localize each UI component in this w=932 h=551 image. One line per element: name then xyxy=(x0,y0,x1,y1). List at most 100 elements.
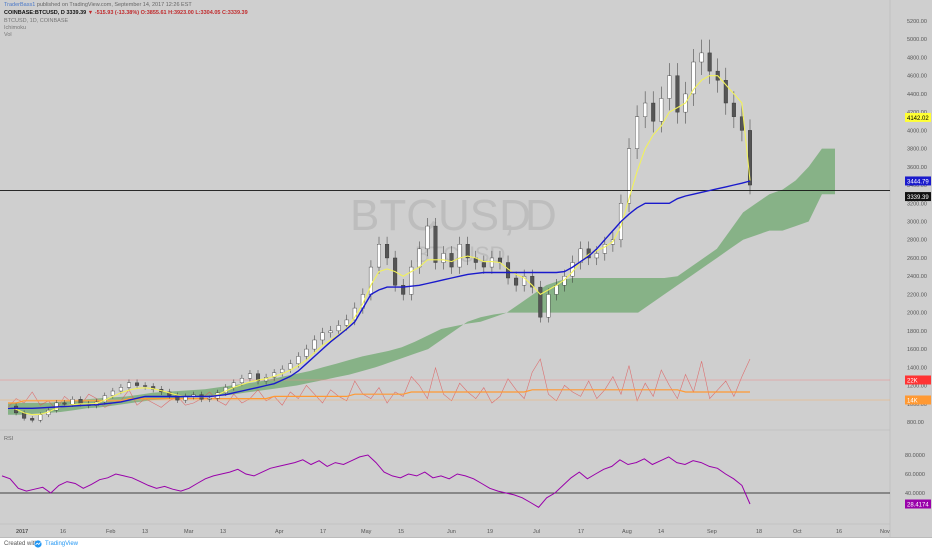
price-tick-label: 4000.00 xyxy=(907,128,927,134)
candle-body xyxy=(578,248,583,263)
candle-body xyxy=(594,253,599,259)
kijun-badge: 3444.79 xyxy=(907,179,929,185)
tradingview-brand[interactable]: TradingView xyxy=(45,541,79,547)
tenkan-badge-bg xyxy=(905,112,931,122)
price-tick-label: 1200.00 xyxy=(907,384,927,390)
time-tick-label: Jun xyxy=(447,529,456,535)
ichimoku-legend[interactable]: Ichimoku xyxy=(4,25,27,31)
price-tick-label: 1600.00 xyxy=(907,347,927,353)
volume-ma-badge-bg xyxy=(905,395,931,405)
candle-body xyxy=(465,244,470,259)
candle-body xyxy=(554,285,559,295)
rsi-legend[interactable]: RSI xyxy=(4,436,14,442)
candle-body xyxy=(522,275,527,286)
candle-body xyxy=(280,368,285,373)
close-badge-bg xyxy=(905,192,931,202)
candle-body xyxy=(417,248,422,268)
time-tick-label: Apr xyxy=(275,529,284,535)
candle-body xyxy=(30,418,35,421)
kijun-line xyxy=(8,180,751,409)
candle-body xyxy=(707,52,712,72)
volume-badge: 22K xyxy=(907,379,918,385)
rsi-badge-bg xyxy=(905,499,931,509)
low-value: L:3304.05 xyxy=(195,10,221,16)
candle-body xyxy=(62,402,67,405)
open-value: O:3855.61 xyxy=(140,10,167,16)
candle-body xyxy=(247,373,252,379)
rsi-badge: 28.4174 xyxy=(907,503,929,509)
time-tick-label: Feb xyxy=(106,529,115,535)
price-tick-label: 4800.00 xyxy=(907,55,927,61)
time-tick-label: 13 xyxy=(142,529,148,535)
price-badges: 4142.02 3444.79 3339.39 22K 14K 28.4174 xyxy=(905,112,931,509)
candle-body xyxy=(433,225,438,263)
candle-body xyxy=(489,257,494,268)
footer-bar: Created with TradingView xyxy=(0,537,932,551)
chart-canvas[interactable]: BTCUSD , D BTCUSD 5200.005000.004800.004… xyxy=(0,0,932,537)
candle-body xyxy=(256,373,261,382)
last-price: 3339.39 xyxy=(66,10,87,16)
candle-body xyxy=(481,262,486,268)
candle-body xyxy=(699,52,704,63)
time-tick-label: Sep xyxy=(707,529,717,535)
time-tick-label: Nov xyxy=(880,529,890,535)
candle-body xyxy=(635,116,640,149)
rsi-plot xyxy=(0,454,890,508)
ichimoku-cloud xyxy=(8,148,835,415)
volume-badge-bg xyxy=(905,375,931,385)
ohlc-line: COINBASE:BTCUSD, D 3339.39 ▼ -515.93 (-1… xyxy=(4,10,248,16)
candle-body xyxy=(546,294,551,318)
time-tick-label: Jul xyxy=(533,529,540,535)
candle-body xyxy=(514,277,519,286)
series-legend[interactable]: BTCUSD, 1D, COINBASE xyxy=(4,18,69,24)
price-tick-label: 5200.00 xyxy=(907,19,927,25)
candle-body xyxy=(691,61,696,95)
time-tick-label: 18 xyxy=(756,529,762,535)
candle-body xyxy=(530,275,535,288)
candle-body xyxy=(126,382,131,388)
rsi-line xyxy=(1,454,751,508)
candle-body xyxy=(457,244,462,268)
price-tick-label: 3600.00 xyxy=(907,165,927,171)
candle-body xyxy=(328,330,333,333)
price-tick-label: 1800.00 xyxy=(907,329,927,335)
candle-body xyxy=(70,399,75,405)
candle-body xyxy=(336,325,341,332)
candle-body xyxy=(272,372,277,378)
price-tick-label: 2400.00 xyxy=(907,274,927,280)
created-with-text: Created with xyxy=(4,541,38,547)
price-tick-label: 2200.00 xyxy=(907,292,927,298)
tradingview-logo-icon xyxy=(34,540,42,548)
volume-legend[interactable]: Vol xyxy=(4,32,12,38)
rsi-tick-label: 80.0000 xyxy=(905,453,925,459)
tenkan-badge: 4142.02 xyxy=(907,116,929,122)
candle-body xyxy=(401,285,406,295)
candle-body xyxy=(288,363,293,370)
price-tick-label: 1000.00 xyxy=(907,402,927,408)
rsi-axis-ticks: 80.0000 60.0000 40.0000 xyxy=(905,453,925,497)
volume-line xyxy=(7,358,751,411)
chart-background xyxy=(0,0,890,537)
candle-body xyxy=(659,98,664,122)
candle-body xyxy=(320,332,325,341)
candle-body xyxy=(538,286,543,318)
price-axis-background xyxy=(890,0,932,537)
publisher-link[interactable]: TraderBass1 xyxy=(4,2,36,8)
time-tick-label: 13 xyxy=(220,529,226,535)
candle-body xyxy=(643,102,648,117)
publish-text: published on TradingView.com, September … xyxy=(36,2,192,8)
candle-body xyxy=(441,253,446,263)
volume-ma-badge: 14K xyxy=(907,399,918,405)
price-tick-label: 5000.00 xyxy=(907,37,927,43)
symbol-label: COINBASE:BTCUSD, D xyxy=(4,10,65,16)
time-tick-label: 17 xyxy=(578,529,584,535)
volume-ma-line xyxy=(8,389,750,404)
close-badge: 3339.39 xyxy=(907,195,929,201)
candle-body xyxy=(304,348,309,357)
price-tick-label: 2000.00 xyxy=(907,311,927,317)
time-tick-label: 2017 xyxy=(16,529,28,535)
candle-body xyxy=(135,382,140,386)
volume-lines xyxy=(0,358,890,411)
candle-body xyxy=(118,387,123,392)
high-value: H:3923.00 xyxy=(168,10,194,16)
